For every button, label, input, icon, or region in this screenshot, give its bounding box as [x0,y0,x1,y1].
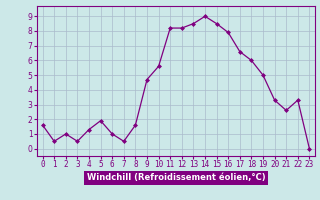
X-axis label: Windchill (Refroidissement éolien,°C): Windchill (Refroidissement éolien,°C) [87,173,265,182]
